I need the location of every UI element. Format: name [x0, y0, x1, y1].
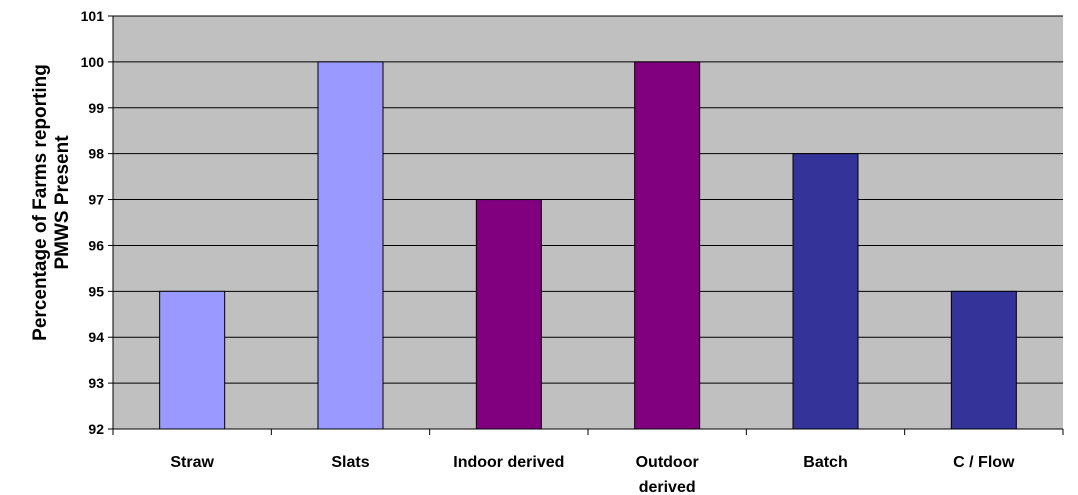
bar-indoor-derived: [475, 199, 542, 430]
x-category-label: Batch: [803, 454, 847, 471]
y-tick-label: 98: [88, 146, 104, 162]
y-tick-label: 92: [88, 421, 104, 437]
bar-straw: [159, 290, 226, 430]
x-category-labels: Straw Slats Indoor derived Outdoor derived Ba…: [170, 454, 1015, 495]
y-tick-label: 95: [88, 283, 104, 299]
y-tick-label: 94: [88, 329, 104, 345]
bar-batch: [792, 153, 859, 430]
axes: [108, 15, 1064, 435]
y-tick-label: 101: [81, 8, 105, 24]
x-category-label: Indoor derived: [453, 454, 564, 471]
y-tick-label: 97: [88, 192, 104, 208]
y-tick-label: 93: [88, 375, 104, 391]
y-tick-label: 100: [81, 54, 105, 70]
y-axis-title: Percentage of Farms reportingPMWS Presen…: [30, 64, 73, 341]
x-category-label: Outdoor derived: [636, 454, 699, 495]
x-category-label: C / Flow: [953, 454, 1015, 471]
y-tick-label: 99: [88, 100, 104, 116]
x-category-label: Straw: [170, 454, 214, 471]
bar-c-flow: [950, 290, 1017, 430]
y-tick-label: 96: [88, 237, 104, 253]
plot-area: [113, 16, 1063, 429]
bars: [159, 61, 1017, 430]
bar-outdoor-derived: [634, 61, 701, 430]
bar-slats: [317, 61, 384, 430]
y-tick-labels: 92 93 94 95 96 97 98 99 100 101: [81, 8, 105, 437]
gridlines: [113, 15, 1063, 384]
x-category-label: Slats: [331, 454, 369, 471]
